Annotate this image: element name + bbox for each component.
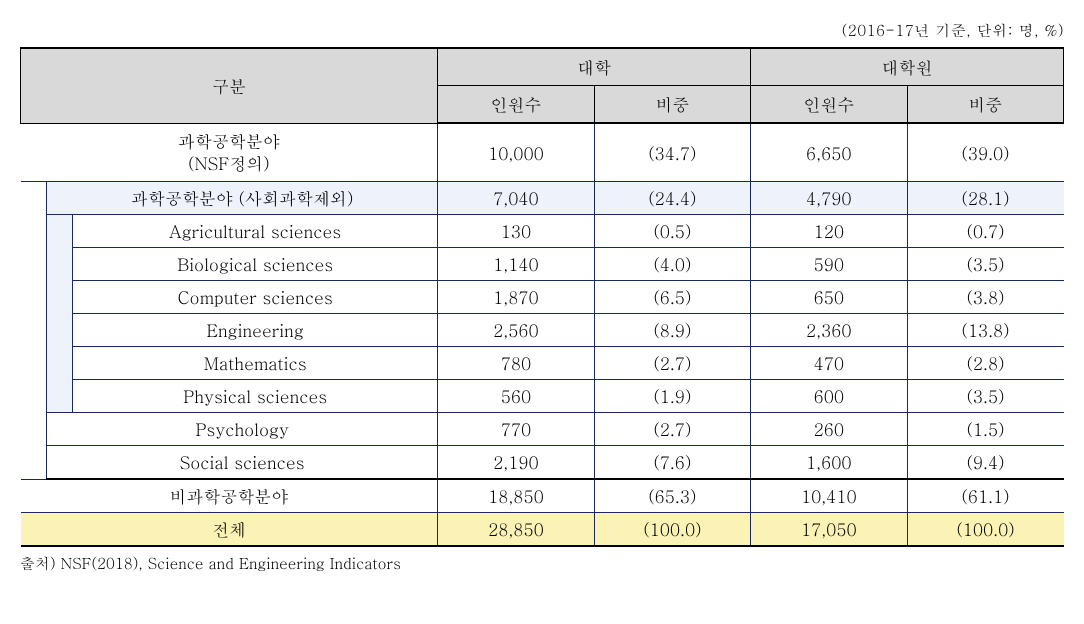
row-social-label: Social sciences xyxy=(47,446,438,480)
row-nonse-ucount: 18,850 xyxy=(438,479,594,513)
row-cs-gcount: 650 xyxy=(751,281,907,314)
row-se-nsf-label-2: (NSF정의) xyxy=(188,151,270,175)
row-total-gcount: 17,050 xyxy=(751,513,907,547)
unit-note: (2016-17년 기준, 단위: 명, %) xyxy=(20,20,1064,41)
row-bio-upct: (4.0) xyxy=(594,248,750,281)
row-total-ucount: 28,850 xyxy=(438,513,594,547)
row-psych-upct: (2.7) xyxy=(594,413,750,446)
source-note: 출처) NSF(2018), Science and Engineering I… xyxy=(20,553,1064,574)
row-bio-gcount: 590 xyxy=(751,248,907,281)
row-social-gpct: (9.4) xyxy=(907,446,1064,480)
row-phys: Physical sciences 560 (1.9) 600 (3.5) xyxy=(21,380,1064,413)
row-nonse-gcount: 10,410 xyxy=(751,479,907,513)
row-agri-upct: (0.5) xyxy=(594,215,750,248)
row-agri-gpct: (0.7) xyxy=(907,215,1064,248)
row-phys-gpct: (3.5) xyxy=(907,380,1064,413)
row-se-excl-gpct: (28.1) xyxy=(907,182,1064,215)
row-cs-gpct: (3.8) xyxy=(907,281,1064,314)
row-eng-ucount: 2,560 xyxy=(438,314,594,347)
row-se-nsf-gpct: (39.0) xyxy=(907,123,1064,182)
row-social-ucount: 2,190 xyxy=(438,446,594,480)
row-agri-label: Agricultural sciences xyxy=(73,215,438,248)
row-total: 전체 28,850 (100.0) 17,050 (100.0) xyxy=(21,513,1064,547)
row-total-gpct: (100.0) xyxy=(907,513,1064,547)
row-se-nsf-upct: (34.7) xyxy=(594,123,750,182)
row-bio-label: Biological sciences xyxy=(73,248,438,281)
header-grad-pct: 비중 xyxy=(907,86,1064,124)
row-bio-gpct: (3.5) xyxy=(907,248,1064,281)
data-table: 구분 대학 대학원 인원수 비중 인원수 비중 과학공학분야 (NSF정의) 1… xyxy=(20,47,1064,547)
row-social-gcount: 1,600 xyxy=(751,446,907,480)
row-phys-label: Physical sciences xyxy=(73,380,438,413)
row-total-label: 전체 xyxy=(21,513,438,547)
row-phys-ucount: 560 xyxy=(438,380,594,413)
row-total-upct: (100.0) xyxy=(594,513,750,547)
row-cs-upct: (6.5) xyxy=(594,281,750,314)
row-cs-label: Computer sciences xyxy=(73,281,438,314)
row-psych-label: Psychology xyxy=(47,413,438,446)
row-psych-gcount: 260 xyxy=(751,413,907,446)
header-univ-pct: 비중 xyxy=(594,86,750,124)
row-phys-upct: (1.9) xyxy=(594,380,750,413)
row-nonse-label: 비과학공학분야 xyxy=(21,479,438,513)
header-univ-count: 인원수 xyxy=(438,86,594,124)
row-eng-gcount: 2,360 xyxy=(751,314,907,347)
row-bio-ucount: 1,140 xyxy=(438,248,594,281)
row-eng: Engineering 2,560 (8.9) 2,360 (13.8) xyxy=(21,314,1064,347)
row-agri: Agricultural sciences 130 (0.5) 120 (0.7… xyxy=(21,215,1064,248)
row-se-nsf-gcount: 6,650 xyxy=(751,123,907,182)
row-math-label: Mathematics xyxy=(73,347,438,380)
row-math: Mathematics 780 (2.7) 470 (2.8) xyxy=(21,347,1064,380)
row-nonse-gpct: (61.1) xyxy=(907,479,1064,513)
row-psych-ucount: 770 xyxy=(438,413,594,446)
header-univ: 대학 xyxy=(438,48,751,86)
row-se-nsf-label-1: 과학공학분야 xyxy=(178,129,280,153)
row-cs-ucount: 1,870 xyxy=(438,281,594,314)
row-agri-gcount: 120 xyxy=(751,215,907,248)
row-math-upct: (2.7) xyxy=(594,347,750,380)
row-phys-gcount: 600 xyxy=(751,380,907,413)
row-social: Social sciences 2,190 (7.6) 1,600 (9.4) xyxy=(21,446,1064,480)
row-psych-gpct: (1.5) xyxy=(907,413,1064,446)
row-se-nsf-ucount: 10,000 xyxy=(438,123,594,182)
row-se-excl-social: 과학공학분야 (사회과학제외) 7,040 (24.4) 4,790 (28.1… xyxy=(21,182,1064,215)
row-math-gpct: (2.8) xyxy=(907,347,1064,380)
header-grad: 대학원 xyxy=(751,48,1064,86)
row-nonse: 비과학공학분야 18,850 (65.3) 10,410 (61.1) xyxy=(21,479,1064,513)
row-cs: Computer sciences 1,870 (6.5) 650 (3.8) xyxy=(21,281,1064,314)
row-se-excl-label: 과학공학분야 (사회과학제외) xyxy=(47,182,438,215)
row-se-excl-gcount: 4,790 xyxy=(751,182,907,215)
row-math-ucount: 780 xyxy=(438,347,594,380)
row-nonse-upct: (65.3) xyxy=(594,479,750,513)
table-header: 구분 대학 대학원 인원수 비중 인원수 비중 xyxy=(21,48,1064,123)
header-category: 구분 xyxy=(21,48,438,123)
row-eng-upct: (8.9) xyxy=(594,314,750,347)
row-math-gcount: 470 xyxy=(751,347,907,380)
row-eng-gpct: (13.8) xyxy=(907,314,1064,347)
row-se-nsf: 과학공학분야 (NSF정의) 10,000 (34.7) 6,650 (39.0… xyxy=(21,123,1064,182)
row-psych: Psychology 770 (2.7) 260 (1.5) xyxy=(21,413,1064,446)
header-grad-count: 인원수 xyxy=(751,86,907,124)
row-agri-ucount: 130 xyxy=(438,215,594,248)
row-bio: Biological sciences 1,140 (4.0) 590 (3.5… xyxy=(21,248,1064,281)
row-eng-label: Engineering xyxy=(73,314,438,347)
row-se-excl-ucount: 7,040 xyxy=(438,182,594,215)
row-social-upct: (7.6) xyxy=(594,446,750,480)
row-se-excl-upct: (24.4) xyxy=(594,182,750,215)
